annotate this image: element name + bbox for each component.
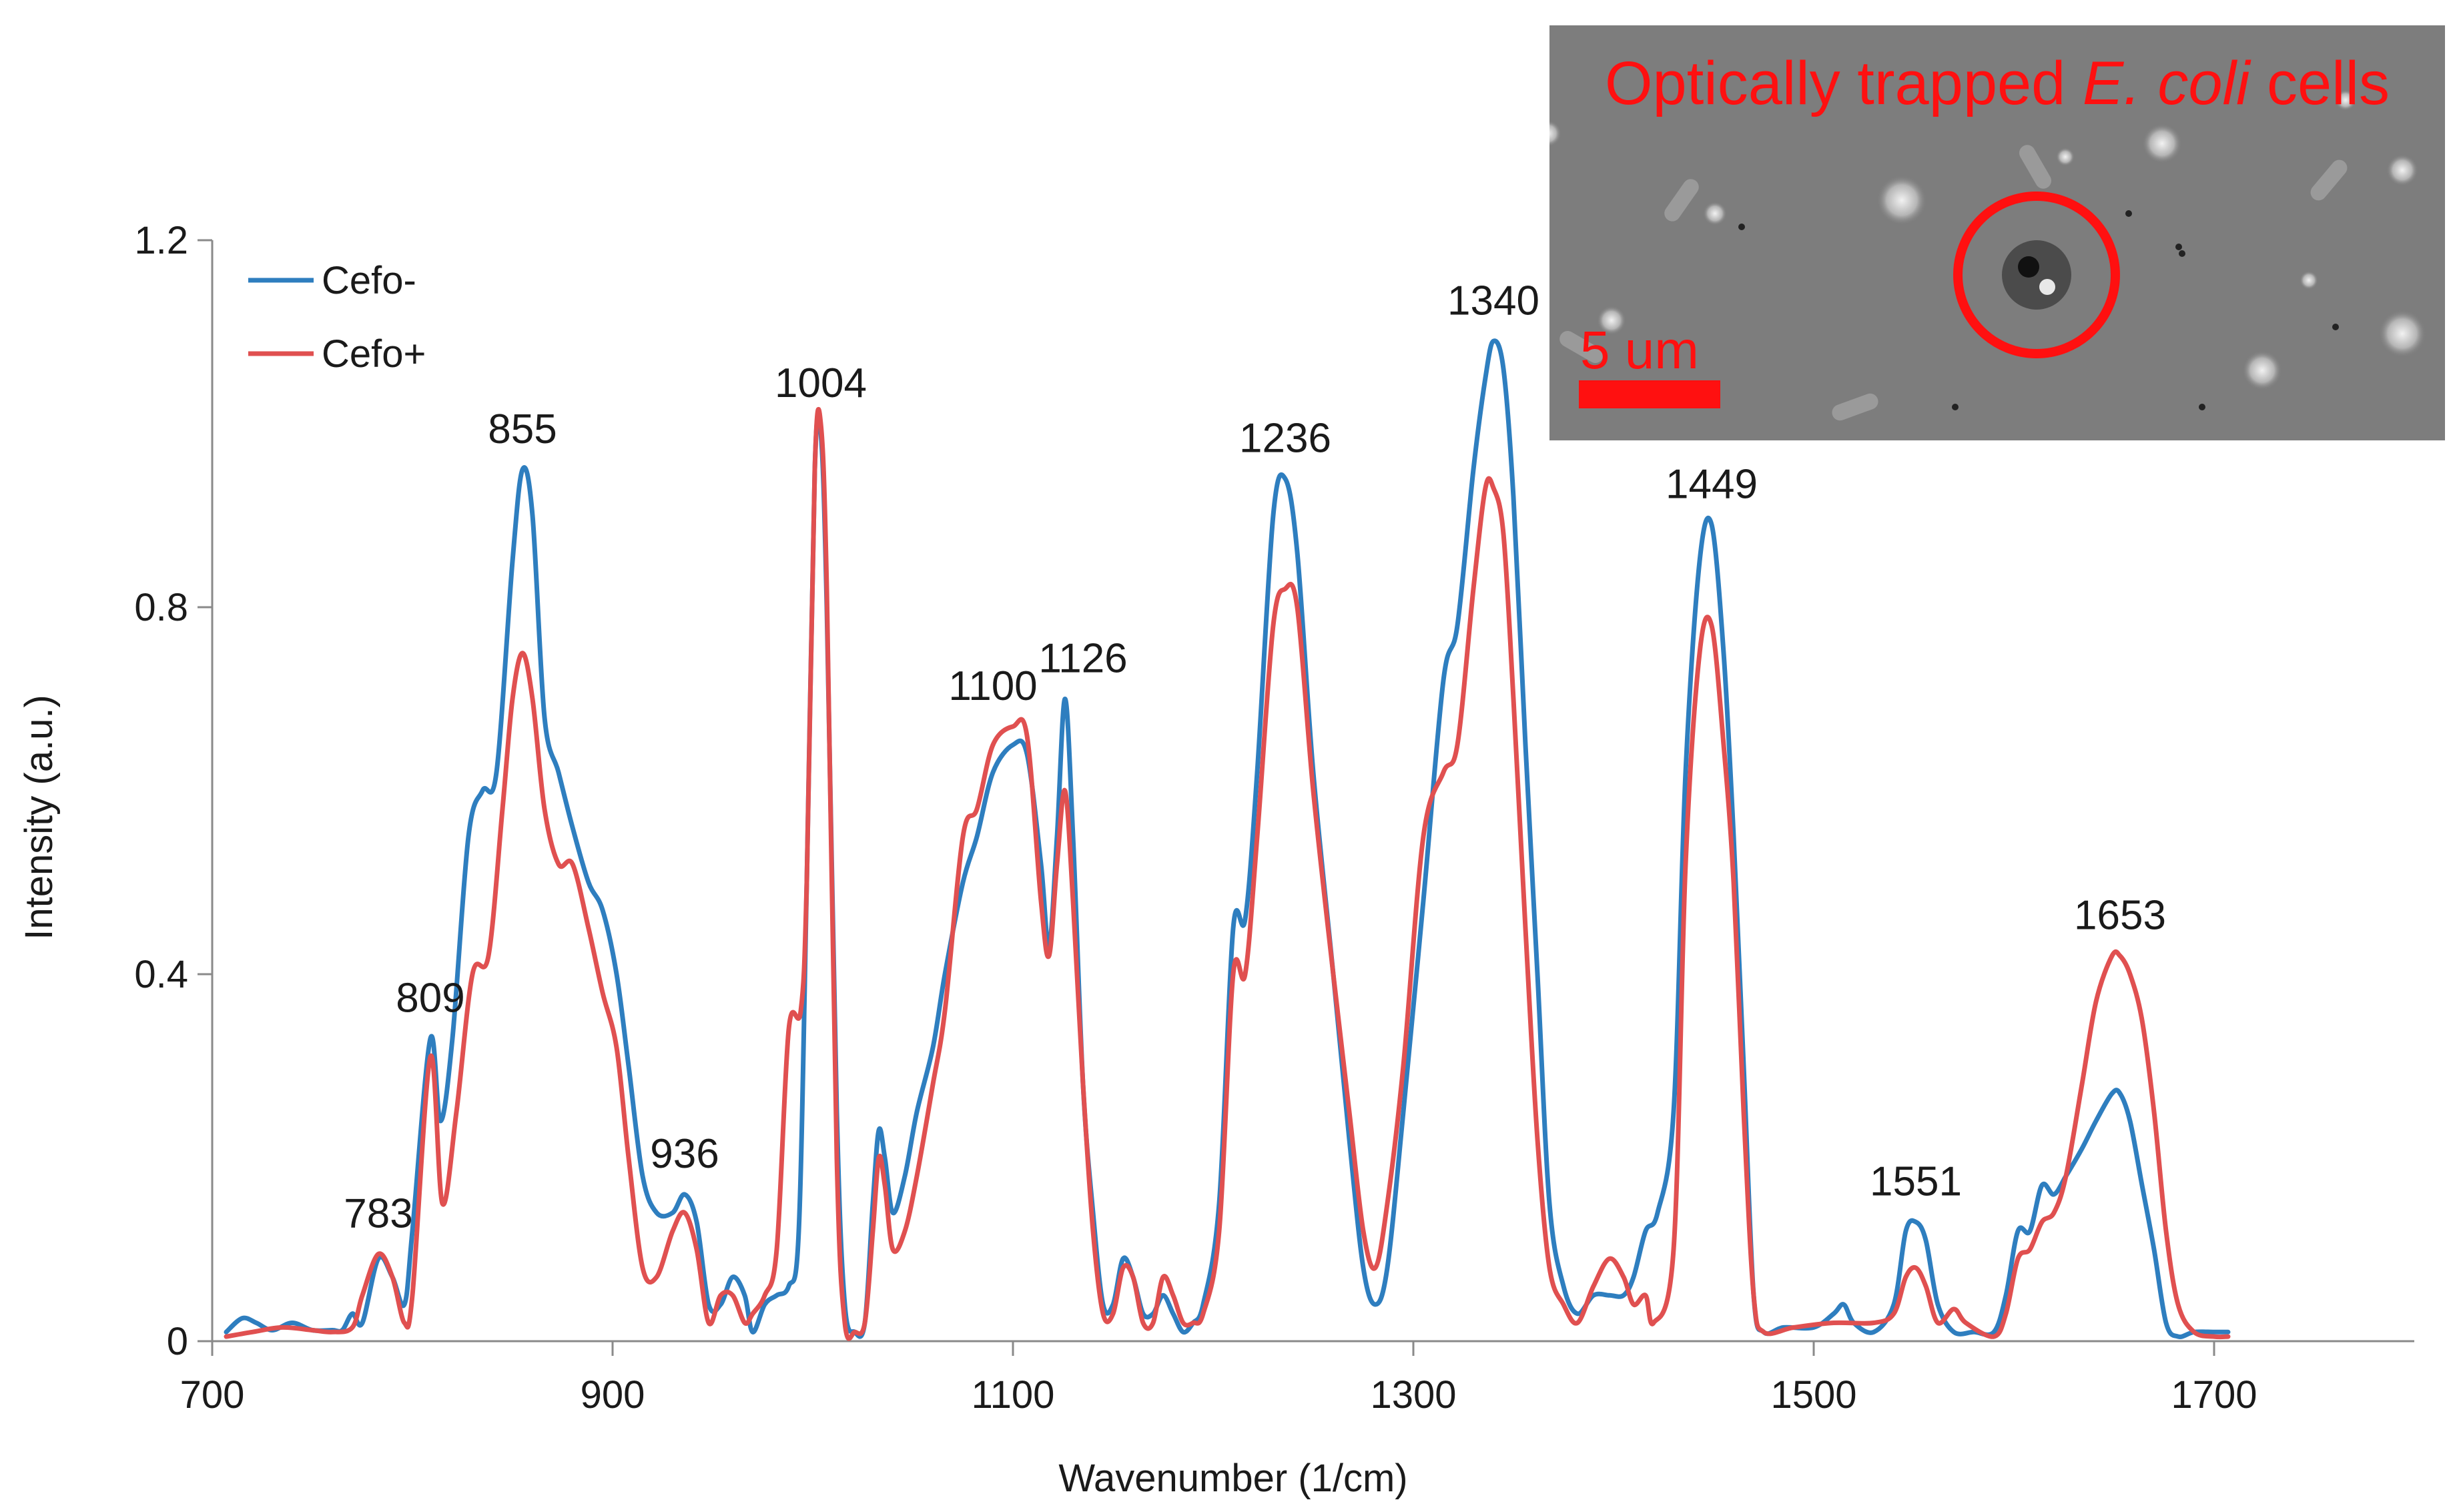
inset-title-prefix: Optically trapped: [1605, 49, 2083, 117]
legend-label: Cefo-: [322, 259, 416, 302]
cell-particle: [2300, 271, 2318, 290]
inset-title: Optically trapped E. coli cells: [1605, 49, 2390, 117]
chart-legend: Cefo- Cefo+: [248, 259, 426, 376]
y-tick-label: 0.8: [134, 586, 188, 629]
cell-particle: [1549, 120, 1561, 147]
inset-title-suffix: cells: [2249, 49, 2390, 117]
peak-label: 783: [344, 1190, 412, 1236]
y-tick-label: 0.4: [134, 953, 188, 996]
cell-particle: [2142, 123, 2182, 163]
rod-cell: [1664, 179, 1699, 222]
x-tick-label: 1700: [2171, 1373, 2257, 1417]
x-tick-label: 1500: [1770, 1373, 1856, 1417]
x-tick-label: 1300: [1370, 1373, 1456, 1417]
peak-label: 1340: [1447, 278, 1539, 324]
trapped-cell-highlight: [2039, 279, 2055, 295]
rod-cell: [2310, 159, 2348, 201]
x-tick-label: 900: [581, 1373, 645, 1417]
chart-axes: 0 0.4 0.8 1.2 700 900 1100 1300 1500 1700 Wavenumb…: [17, 219, 2414, 1500]
peak-label: 1100: [948, 663, 1037, 709]
peak-label: 1449: [1666, 461, 1758, 507]
x-tick-label: 700: [180, 1373, 245, 1417]
peak-label: 855: [488, 406, 557, 452]
cell-particle: [2378, 310, 2426, 358]
debris-speck: [2175, 244, 2182, 250]
y-tick-label: 1.2: [134, 219, 188, 262]
peak-label: 1653: [2074, 893, 2166, 939]
trapped-cell-core: [2018, 256, 2039, 278]
scale-bar: [1579, 380, 1720, 408]
debris-speck: [2179, 250, 2185, 257]
peak-label: 1236: [1239, 416, 1331, 462]
peak-label: 936: [650, 1131, 719, 1177]
y-tick-label: 0: [167, 1320, 188, 1363]
cell-particle: [1597, 306, 1626, 335]
peak-label: 1126: [1038, 636, 1127, 682]
debris-speck: [2332, 324, 2339, 330]
peak-label: 1004: [775, 360, 867, 406]
peak-label: 1551: [1870, 1158, 1962, 1204]
legend-label: Cefo+: [322, 332, 426, 376]
peak-label: 809: [396, 975, 464, 1021]
debris-speck: [1738, 224, 1745, 230]
inset-title-italic: E. coli: [2083, 49, 2251, 117]
x-axis-title: Wavenumber (1/cm): [1058, 1457, 1407, 1500]
cell-particle: [2335, 89, 2356, 111]
debris-speck: [1952, 404, 1959, 410]
trap-circle: [1953, 192, 2120, 358]
rod-cell: [1559, 331, 1604, 363]
cell-particle: [2056, 147, 2075, 166]
microscope-inset: Optically trapped E. coli cells 5 um: [1549, 25, 2445, 440]
x-tick-label: 1100: [972, 1373, 1055, 1417]
microscope-image: [1549, 25, 2445, 440]
rod-cell: [1832, 393, 1878, 421]
series-line-cefo-plus: [224, 406, 2231, 1341]
cell-particle: [1703, 202, 1727, 226]
rod-cell: [2019, 145, 2051, 189]
scale-bar-label: 5 um: [1580, 320, 1699, 380]
cell-particle: [1876, 175, 1927, 226]
cell-particles: [1549, 89, 2426, 421]
debris-speck: [2199, 404, 2205, 410]
cell-particle: [2386, 154, 2418, 186]
y-axis-title: Intensity (a.u.): [17, 695, 61, 939]
trapped-cell: [2002, 240, 2071, 310]
cell-particle: [2242, 350, 2282, 390]
debris-speck: [2125, 210, 2132, 217]
chart-series: [224, 338, 2231, 1341]
